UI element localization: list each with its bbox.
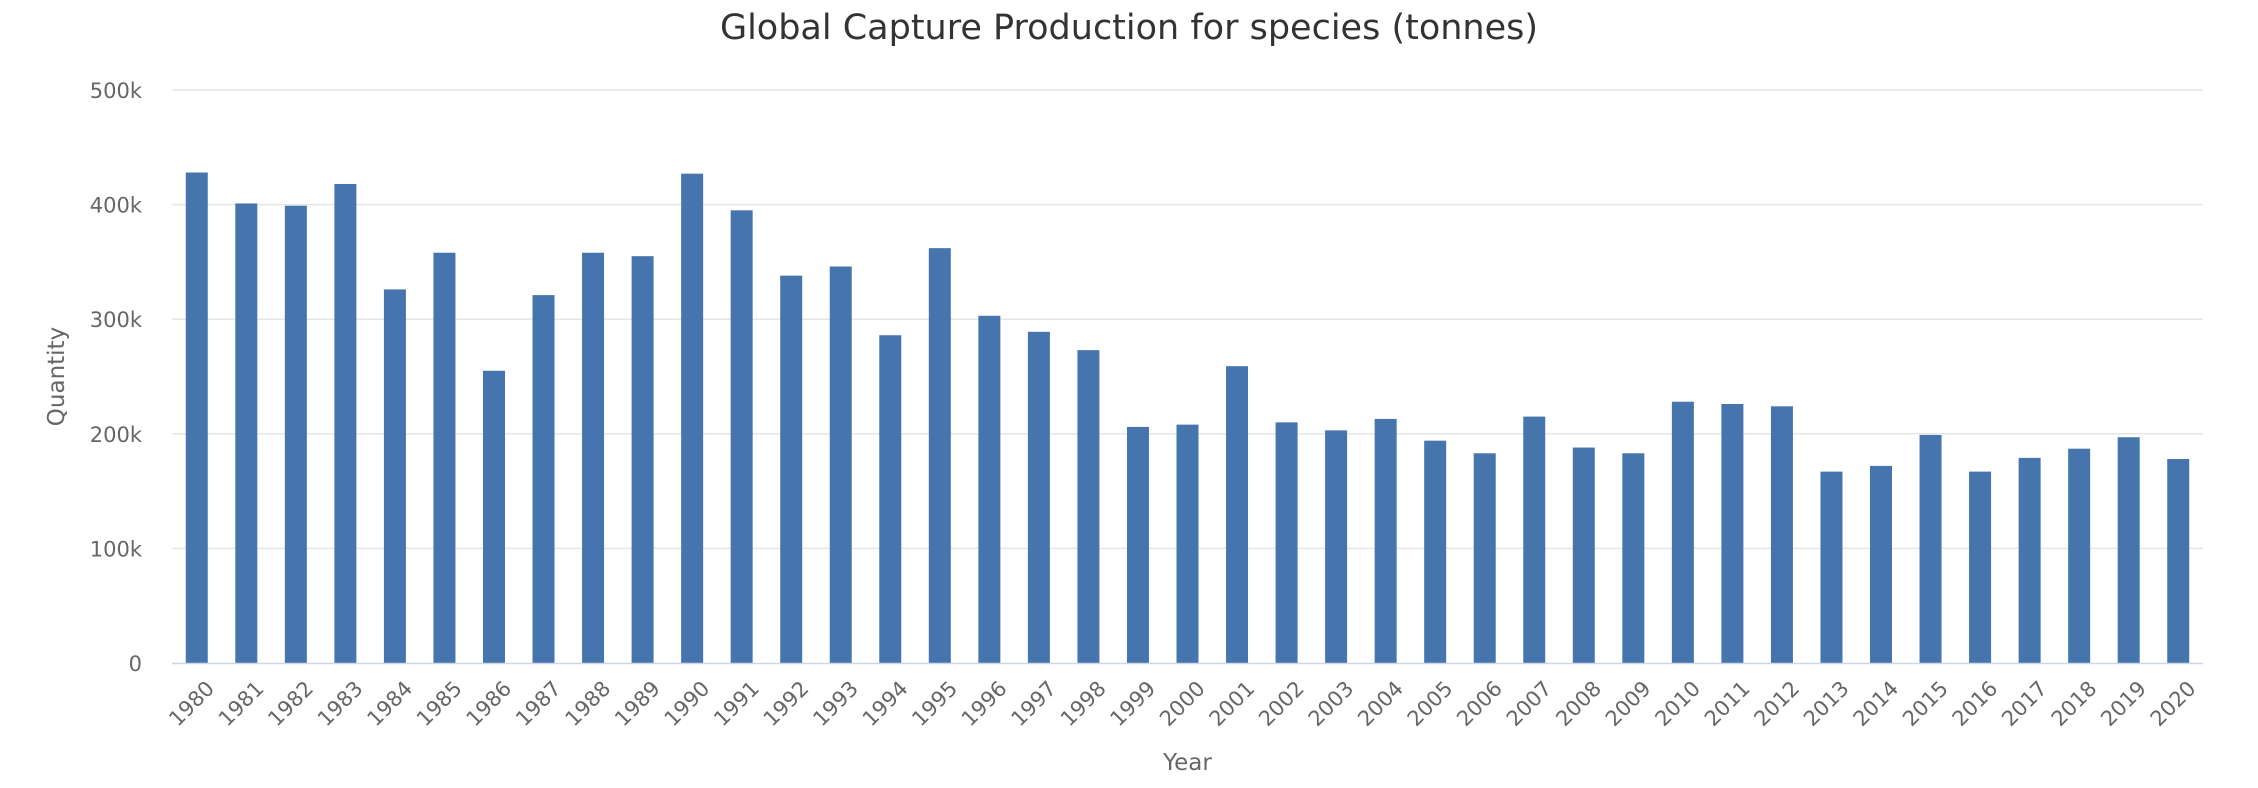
x-tick-label: 2011 xyxy=(1700,676,1755,731)
x-tick-label: 1997 xyxy=(1006,676,1061,731)
bar-1996[interactable] xyxy=(978,315,1001,663)
y-tick-label: 100k xyxy=(90,537,143,561)
bar-1980[interactable] xyxy=(185,172,208,663)
x-tick-label: 2003 xyxy=(1304,676,1359,731)
x-tick-label: 1989 xyxy=(610,676,665,731)
x-tick-label: 1998 xyxy=(1056,676,1111,731)
bars xyxy=(185,172,2190,664)
x-tick-label: 1992 xyxy=(759,676,814,731)
bar-1995[interactable] xyxy=(928,248,951,663)
y-tick-label: 0 xyxy=(129,652,142,676)
bar-1990[interactable] xyxy=(681,173,704,663)
bar-1986[interactable] xyxy=(482,370,505,663)
bar-1982[interactable] xyxy=(284,205,307,663)
x-tick-label: 1985 xyxy=(412,676,467,731)
x-tick-label: 2004 xyxy=(1353,676,1408,731)
x-tick-label: 2020 xyxy=(2146,676,2201,731)
bar-2012[interactable] xyxy=(1770,406,1793,663)
x-tick-label: 1988 xyxy=(561,676,616,731)
x-tick-label: 1984 xyxy=(362,676,417,731)
bar-2019[interactable] xyxy=(2117,437,2140,663)
x-tick-label: 1991 xyxy=(709,676,764,731)
bar-1983[interactable] xyxy=(334,183,357,664)
x-tick-label: 1994 xyxy=(858,676,913,731)
bar-2017[interactable] xyxy=(2018,457,2041,663)
x-tick-label: 2000 xyxy=(1155,676,1210,731)
x-tick-label: 2010 xyxy=(1650,676,1705,731)
x-tick-label: 1982 xyxy=(263,676,318,731)
x-tick-label: 2012 xyxy=(1749,676,1804,731)
x-tick-label: 1987 xyxy=(511,676,566,731)
bar-2003[interactable] xyxy=(1325,430,1348,663)
bar-2014[interactable] xyxy=(1870,465,1893,663)
bar-2016[interactable] xyxy=(1969,471,1992,663)
x-tick-label: 1999 xyxy=(1105,676,1160,731)
x-tick-label: 2013 xyxy=(1799,676,1854,731)
bar-2002[interactable] xyxy=(1275,422,1298,663)
bar-1985[interactable] xyxy=(433,252,456,663)
bar-1992[interactable] xyxy=(780,275,803,663)
y-tick-label: 300k xyxy=(90,308,143,332)
bar-2009[interactable] xyxy=(1622,453,1645,663)
bar-2011[interactable] xyxy=(1721,404,1744,663)
x-tick-label: 1990 xyxy=(660,676,715,731)
bar-1989[interactable] xyxy=(631,256,654,663)
bar-2015[interactable] xyxy=(1919,434,1942,663)
bar-2005[interactable] xyxy=(1424,440,1447,663)
y-tick-label: 200k xyxy=(90,423,143,447)
bar-2013[interactable] xyxy=(1820,471,1843,663)
x-tick-label: 1996 xyxy=(957,676,1012,731)
bar-2018[interactable] xyxy=(2068,448,2091,663)
bar-1999[interactable] xyxy=(1126,426,1149,663)
bar-1988[interactable] xyxy=(582,252,605,663)
x-tick-label: 1995 xyxy=(907,676,962,731)
x-tick-label: 1981 xyxy=(214,676,269,731)
y-axis-ticks: 0 100k 200k 300k 400k 500k xyxy=(90,79,143,676)
x-tick-label: 2018 xyxy=(2047,676,2102,731)
x-tick-label: 1983 xyxy=(313,676,368,731)
bar-2020[interactable] xyxy=(2167,459,2190,663)
bar-2006[interactable] xyxy=(1473,453,1496,663)
x-tick-label: 2016 xyxy=(1948,676,2003,731)
bar-2000[interactable] xyxy=(1176,424,1199,663)
bar-1984[interactable] xyxy=(383,289,406,663)
x-axis-title: Year xyxy=(1162,750,1212,776)
x-tick-label: 2009 xyxy=(1601,676,1656,731)
x-tick-label: 2017 xyxy=(1997,676,2052,731)
x-tick-label: 2007 xyxy=(1502,676,1557,731)
bar-1994[interactable] xyxy=(879,335,902,663)
x-axis-ticks: 1980198119821983198419851986198719881989… xyxy=(164,676,2200,731)
bar-2007[interactable] xyxy=(1523,416,1546,663)
x-tick-label: 2005 xyxy=(1403,676,1458,731)
x-tick-label: 2015 xyxy=(1898,676,1953,731)
x-tick-label: 2006 xyxy=(1452,676,1507,731)
bar-1991[interactable] xyxy=(730,210,753,663)
y-tick-label: 400k xyxy=(90,194,143,218)
bar-1998[interactable] xyxy=(1077,350,1100,663)
chart-title: Global Capture Production for species (t… xyxy=(719,8,1539,48)
x-tick-label: 2019 xyxy=(2096,676,2151,731)
x-tick-label: 2002 xyxy=(1254,676,1309,731)
x-tick-label: 1993 xyxy=(808,676,863,731)
y-tick-label: 500k xyxy=(90,79,143,103)
bar-2001[interactable] xyxy=(1226,366,1249,663)
x-tick-label: 2014 xyxy=(1849,676,1904,731)
bar-1997[interactable] xyxy=(1027,331,1050,663)
x-tick-label: 1980 xyxy=(164,676,219,731)
x-tick-label: 2008 xyxy=(1551,676,1606,731)
y-axis-title: Quantity xyxy=(44,327,70,426)
bar-2008[interactable] xyxy=(1572,447,1595,663)
bar-2004[interactable] xyxy=(1374,418,1397,663)
bar-2010[interactable] xyxy=(1671,401,1694,663)
bar-1987[interactable] xyxy=(532,295,555,663)
bar-1981[interactable] xyxy=(235,203,258,664)
x-tick-label: 2001 xyxy=(1205,676,1260,731)
bar-1993[interactable] xyxy=(829,266,852,663)
x-tick-label: 1986 xyxy=(462,676,517,731)
